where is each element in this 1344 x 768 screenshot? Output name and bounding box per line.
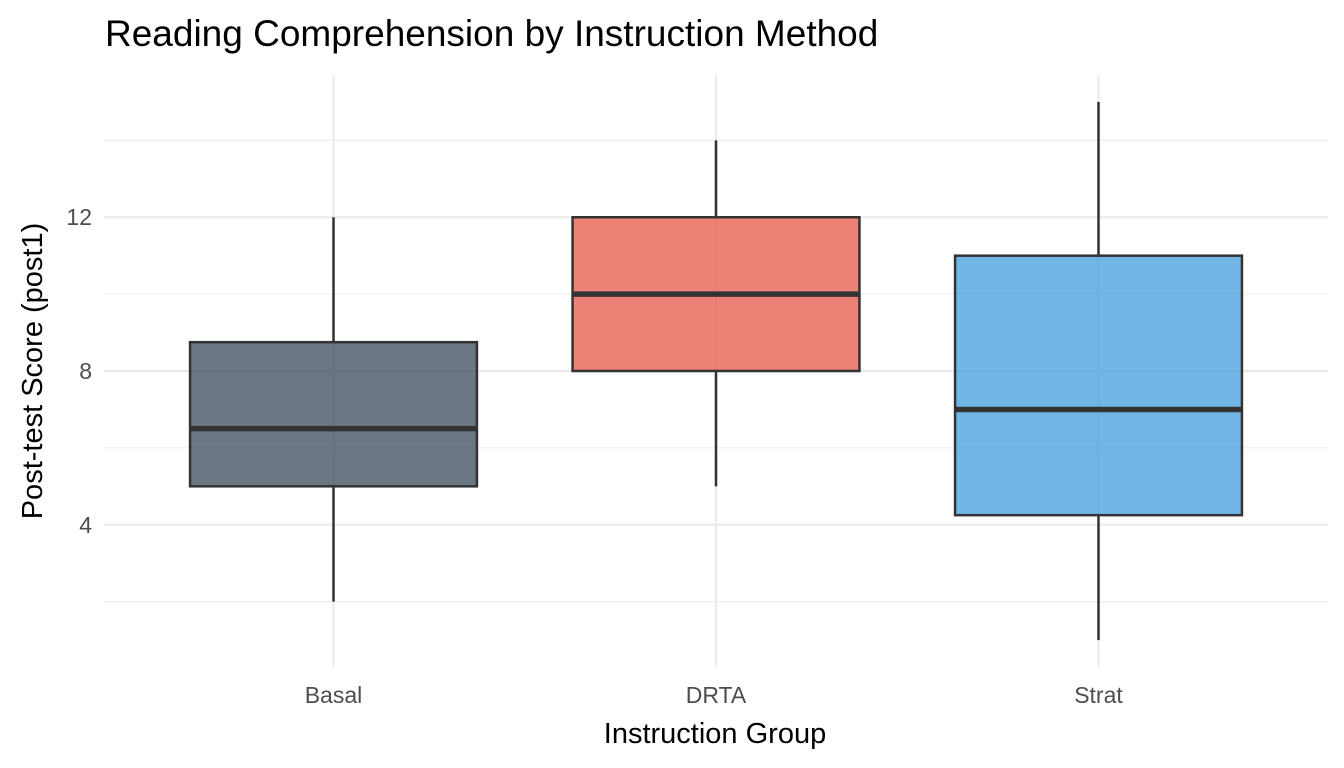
- x-tick-label: Strat: [1074, 682, 1123, 708]
- y-tick-label: 4: [79, 512, 92, 538]
- x-tick-label: DRTA: [686, 682, 747, 708]
- iqr-box: [188, 340, 479, 488]
- chart-title: Reading Comprehension by Instruction Met…: [105, 13, 878, 54]
- x-tick-label: Basal: [305, 682, 363, 708]
- y-tick-label: 12: [66, 204, 92, 230]
- boxes: [188, 101, 1244, 641]
- box-drta: [571, 140, 861, 487]
- y-tick-label: 8: [79, 358, 92, 384]
- iqr-box: [953, 254, 1244, 517]
- box-basal: [188, 217, 479, 602]
- y-axis-label: Post-test Score (post1): [17, 223, 49, 520]
- tick-labels: 4 8 12 Basal DRTA Strat: [66, 204, 1123, 708]
- box-strat: [953, 101, 1244, 641]
- x-axis-label: Instruction Group: [604, 718, 826, 750]
